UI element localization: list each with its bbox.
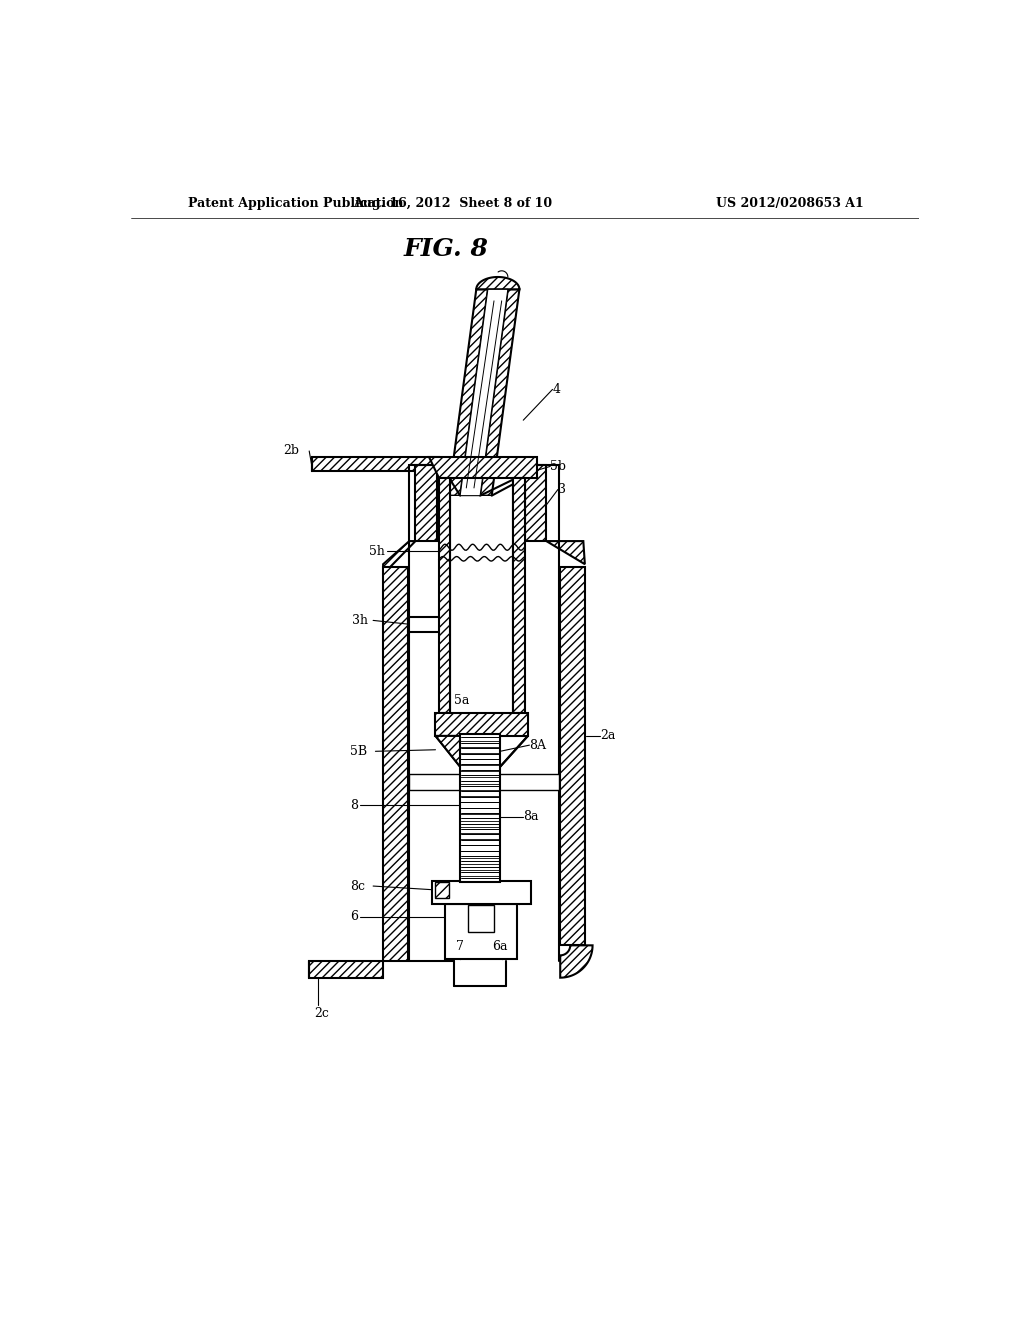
Text: 7: 7	[456, 940, 464, 953]
Text: 8: 8	[350, 799, 358, 812]
Text: 8c: 8c	[350, 879, 365, 892]
Polygon shape	[309, 961, 383, 978]
Polygon shape	[513, 478, 524, 713]
Text: US 2012/0208653 A1: US 2012/0208653 A1	[716, 197, 863, 210]
Polygon shape	[468, 906, 494, 932]
Polygon shape	[524, 465, 547, 541]
Text: 5b: 5b	[550, 459, 566, 473]
Polygon shape	[435, 713, 528, 737]
Text: 3: 3	[558, 483, 566, 496]
Text: FIG. 8: FIG. 8	[403, 238, 488, 261]
Polygon shape	[451, 496, 513, 713]
Text: 5B: 5B	[350, 744, 368, 758]
Text: Patent Application Publication: Patent Application Publication	[188, 197, 403, 210]
Polygon shape	[311, 457, 438, 471]
Polygon shape	[383, 541, 416, 574]
Polygon shape	[460, 289, 508, 496]
Polygon shape	[416, 465, 437, 541]
Text: 5h: 5h	[370, 545, 385, 557]
Polygon shape	[500, 737, 528, 767]
Polygon shape	[480, 289, 519, 496]
Polygon shape	[383, 566, 408, 961]
Text: 2a: 2a	[600, 730, 615, 742]
Text: 2c: 2c	[313, 1007, 329, 1019]
Polygon shape	[444, 904, 517, 960]
Text: 4: 4	[553, 383, 560, 396]
Polygon shape	[429, 457, 538, 478]
Polygon shape	[547, 541, 585, 564]
Text: 8a: 8a	[523, 810, 539, 824]
Text: 6a: 6a	[493, 940, 508, 953]
Text: 2b: 2b	[283, 445, 299, 458]
Text: Aug. 16, 2012  Sheet 8 of 10: Aug. 16, 2012 Sheet 8 of 10	[353, 197, 552, 210]
Polygon shape	[435, 882, 450, 898]
Polygon shape	[438, 478, 451, 713]
Polygon shape	[560, 945, 593, 978]
Text: 8A: 8A	[529, 739, 547, 751]
Polygon shape	[476, 277, 519, 289]
Polygon shape	[435, 737, 460, 767]
Polygon shape	[449, 289, 487, 496]
Text: 3h: 3h	[352, 614, 369, 627]
Text: 5a: 5a	[454, 693, 469, 706]
Polygon shape	[460, 734, 500, 882]
Text: 6: 6	[350, 911, 358, 924]
Polygon shape	[560, 566, 585, 945]
Polygon shape	[432, 880, 531, 904]
Polygon shape	[410, 775, 559, 789]
